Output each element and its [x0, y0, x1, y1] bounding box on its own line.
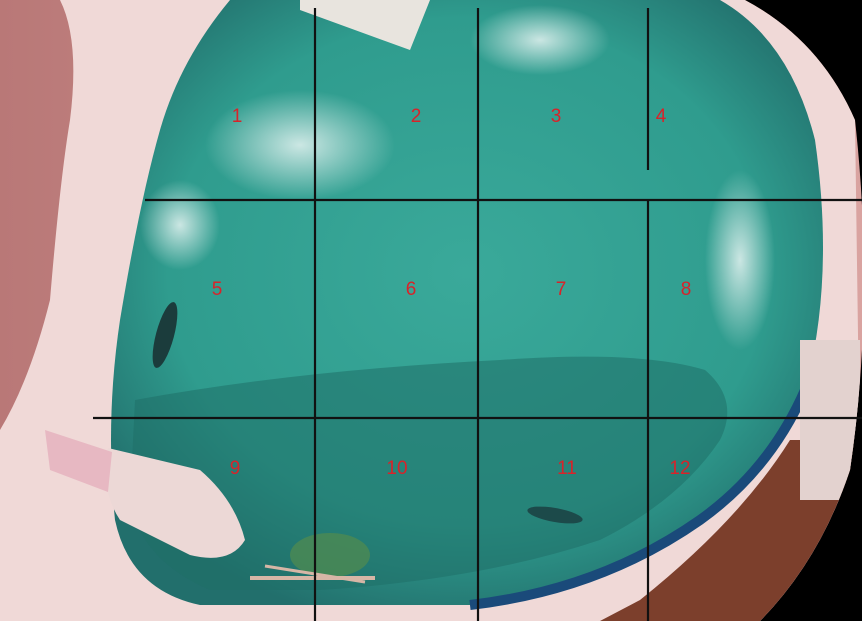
water-glare — [205, 90, 395, 200]
dolphin — [527, 506, 583, 524]
zone-label-9: 9 — [229, 458, 241, 479]
top-panel — [300, 0, 430, 50]
pool-rim — [469, 387, 810, 610]
zone-label-1: 1 — [231, 106, 243, 127]
wooden-deck — [600, 440, 862, 621]
zone-label-5: 5 — [211, 279, 223, 300]
water-glare — [140, 180, 220, 270]
zone-label-10: 10 — [386, 458, 408, 479]
float-platform-tip — [45, 430, 112, 492]
zone-label-6: 6 — [405, 279, 417, 300]
plant — [290, 533, 370, 577]
zone-label-11: 11 — [557, 458, 577, 479]
water-shadow — [130, 356, 728, 590]
float-platform — [105, 448, 245, 558]
zone-grid — [93, 8, 862, 621]
water-glare — [470, 5, 610, 75]
dolphin — [152, 302, 178, 368]
zone-label-3: 3 — [550, 106, 562, 127]
zone-label-12: 12 — [669, 458, 691, 479]
zone-label-7: 7 — [555, 279, 567, 300]
zone-label-4: 4 — [655, 106, 667, 127]
water-glare — [705, 170, 775, 350]
zone-label-8: 8 — [680, 279, 692, 300]
zone-label-2: 2 — [410, 106, 422, 127]
